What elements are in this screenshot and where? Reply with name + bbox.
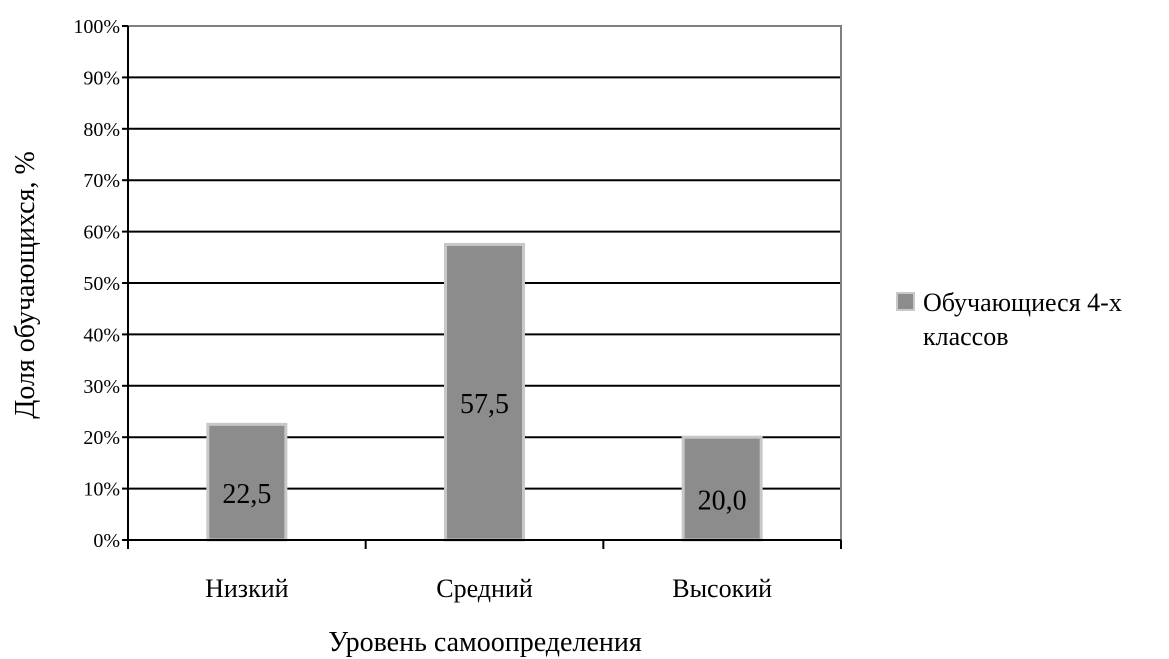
x-category-label: Средний [436,574,533,603]
y-tick-label: 40% [83,324,120,346]
y-tick-label: 90% [83,67,120,89]
bar [206,422,288,542]
bars [206,242,763,542]
legend-label-line-2: классов [923,322,1009,351]
y-tick-label: 60% [83,222,120,244]
x-category-label: Высокий [672,574,772,603]
legend: Обучающиеся 4-х классов [896,288,1122,351]
x-axis-title: Уровень самоопределения [328,627,642,658]
y-tick-label: 70% [83,170,120,192]
y-tick-label: 80% [83,119,120,141]
y-tick-label: 10% [83,479,120,501]
axes [122,25,842,549]
y-tick-label: 30% [83,376,120,398]
data-label: 57,5 [460,389,509,420]
x-axis-category-labels: Низкий Средний Высокий [205,574,772,603]
y-axis-tick-labels: 0% 10% 20% 30% 40% 50% 60% 70% 80% 90% 100% [73,16,120,552]
y-tick-label: 100% [73,16,120,38]
legend-swatch [896,292,915,311]
y-tick-label: 0% [93,530,120,552]
data-labels: 22,5 57,5 20,0 [222,389,746,516]
data-label: 22,5 [222,479,271,510]
y-axis-title: Доля обучающихся, % [10,151,41,419]
bar [444,242,525,542]
x-category-label: Низкий [205,574,289,603]
data-label: 20,0 [698,486,747,517]
legend-label-line-1: Обучающиеся 4-х [923,288,1122,317]
y-tick-label: 20% [83,427,120,449]
y-tick-label: 50% [83,273,120,295]
